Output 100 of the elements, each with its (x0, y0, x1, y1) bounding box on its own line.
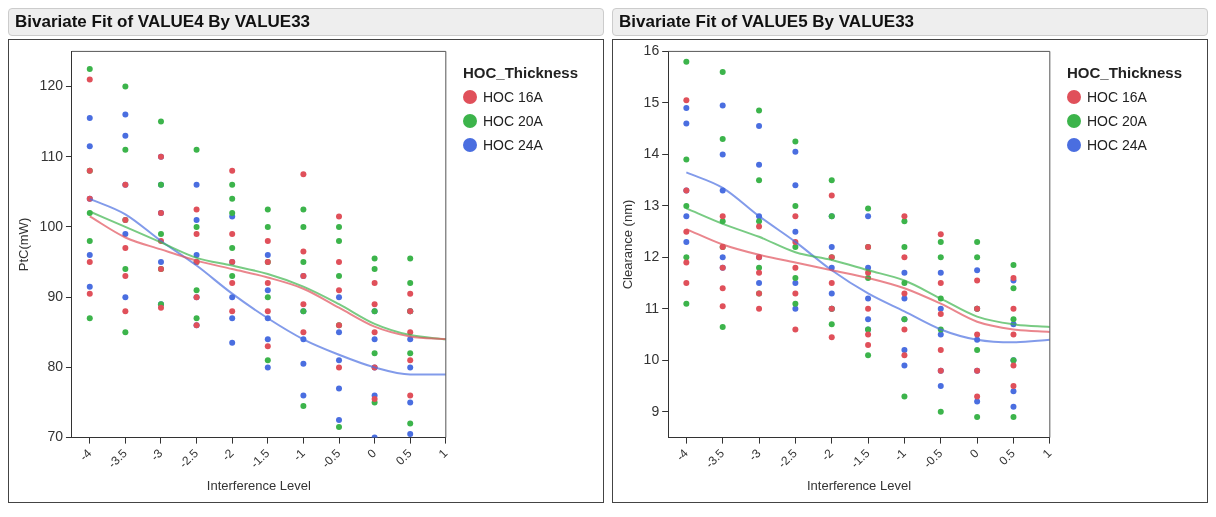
point (792, 238, 799, 245)
x-tick-label: -3 (746, 446, 764, 464)
point (336, 273, 342, 280)
point (719, 102, 726, 109)
point (336, 259, 342, 266)
point (865, 341, 872, 348)
point (792, 148, 799, 155)
point (974, 347, 981, 354)
point (901, 352, 908, 359)
point (407, 280, 414, 287)
y-axis-title: PtC(mW) (16, 217, 32, 272)
point (792, 213, 799, 220)
x-tick-label: 0 (966, 446, 982, 461)
point (683, 213, 690, 220)
point (974, 414, 981, 420)
point (371, 280, 378, 287)
point (407, 399, 414, 406)
y-tick-label: 13 (643, 196, 660, 213)
point (300, 223, 307, 230)
y-tick-label: 10 (643, 351, 660, 368)
point (792, 202, 799, 209)
point (974, 393, 981, 400)
point (264, 280, 271, 287)
legend-label: HOC 20A (483, 113, 543, 129)
legend-label: HOC 20A (1087, 113, 1147, 129)
point (828, 321, 835, 328)
point (756, 223, 763, 230)
point (937, 254, 944, 261)
point (229, 280, 236, 287)
point (683, 202, 690, 209)
x-tick-label: -0.5 (920, 446, 946, 471)
point (122, 245, 129, 252)
point (719, 151, 726, 158)
point (937, 238, 944, 245)
point (1010, 321, 1017, 328)
point (407, 431, 414, 438)
point (719, 218, 726, 225)
point (122, 132, 129, 139)
point (719, 254, 726, 261)
point (336, 329, 342, 336)
point (157, 237, 164, 244)
point (264, 308, 271, 315)
point (937, 326, 944, 333)
point (1010, 383, 1017, 390)
point (229, 315, 236, 322)
point (901, 254, 908, 261)
point (86, 143, 93, 150)
point (865, 213, 872, 220)
point (264, 364, 271, 371)
point (1010, 285, 1017, 292)
point (122, 83, 129, 90)
point (336, 213, 342, 220)
point (756, 305, 763, 312)
legend-label: HOC 16A (1087, 89, 1147, 105)
point (792, 300, 799, 307)
point (937, 280, 944, 287)
point (683, 156, 690, 163)
point (865, 331, 872, 338)
point (122, 266, 129, 273)
x-axis-title: Interference Level (206, 477, 312, 493)
legend-label: HOC 24A (1087, 137, 1147, 153)
point (193, 206, 200, 213)
point (828, 177, 835, 184)
point (264, 343, 271, 350)
point (937, 383, 944, 390)
point (300, 301, 307, 308)
point (756, 123, 763, 130)
point (336, 294, 342, 301)
point (407, 350, 414, 357)
legend-label: HOC 24A (483, 137, 543, 153)
point (371, 329, 378, 336)
y-tick-label: 11 (644, 299, 660, 316)
point (937, 408, 944, 415)
point (865, 316, 872, 323)
point (901, 362, 908, 369)
point (974, 267, 981, 274)
point (86, 65, 93, 72)
point (865, 274, 872, 281)
point (157, 230, 164, 237)
point (756, 264, 763, 271)
point (974, 398, 981, 405)
chart-title: Bivariate Fit of VALUE4 By VALUE33 (8, 8, 604, 36)
point (229, 209, 236, 216)
point (407, 336, 414, 343)
point (407, 290, 414, 297)
point (407, 357, 414, 364)
point (683, 120, 690, 127)
point (683, 97, 690, 104)
point (937, 347, 944, 354)
point (300, 336, 307, 343)
point (229, 294, 236, 301)
point (407, 420, 414, 427)
point (683, 238, 690, 245)
point (756, 161, 763, 168)
point (901, 280, 908, 287)
point (229, 273, 236, 280)
y-tick-label: 90 (47, 288, 64, 305)
point (407, 392, 414, 399)
point (193, 252, 200, 259)
point (901, 269, 908, 276)
